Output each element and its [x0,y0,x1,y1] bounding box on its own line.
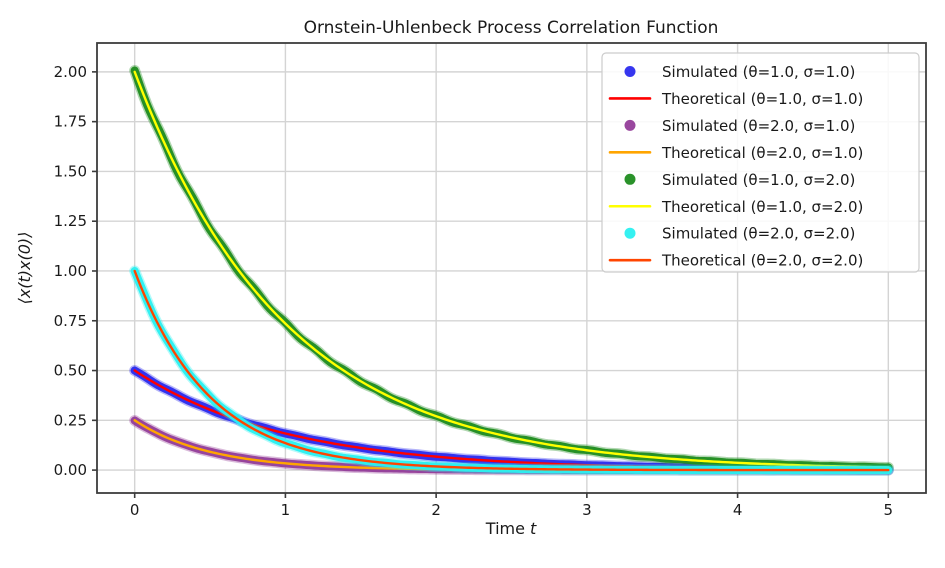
series-theoretical-line [133,70,890,469]
legend-label: Simulated (θ=1.0, σ=1.0) [662,63,855,81]
axes-frame [96,42,927,494]
x-axis-label-symbol: t [530,519,537,538]
legend-entry: Simulated (θ=2.0, σ=2.0) [624,225,855,243]
legend-entry: Theoretical (θ=2.0, σ=1.0) [608,144,863,162]
y-tick-label: 0.50 [54,362,87,380]
legend-entry: Simulated (θ=1.0, σ=2.0) [624,171,855,189]
legend-marker-dot [624,227,636,239]
legend-label: Theoretical (θ=1.0, σ=1.0) [661,90,863,108]
legend: Simulated (θ=1.0, σ=1.0) Theoretical (θ=1… [601,52,920,273]
y-tick-label: 0.00 [54,461,87,479]
x-axis-label-text: Time [485,519,525,538]
legend-entry: Theoretical (θ=1.0, σ=2.0) [608,198,863,216]
legend-entry: Simulated (θ=2.0, σ=1.0) [624,117,855,135]
y-tick-label: 0.75 [54,312,87,330]
legend-entry: Theoretical (θ=2.0, σ=2.0) [608,252,863,270]
legend-label: Theoretical (θ=2.0, σ=2.0) [661,252,863,270]
tick-layer [92,71,890,498]
y-axis-label: ⟨x(t)x(0)⟩ [15,232,34,305]
series-theoretical-line [133,269,890,472]
y-tick-label: 2.00 [54,63,87,81]
x-axis-label: Time t [485,519,537,538]
legend-marker-dot [624,119,636,131]
legend-marker-dot [624,66,636,77]
chart-title: Ornstein-Uhlenbeck Process Correlation F… [304,18,719,38]
legend-label: Simulated (θ=2.0, σ=1.0) [662,117,855,135]
legend-label: Simulated (θ=2.0, σ=2.0) [662,225,855,243]
x-tick-label: 1 [281,501,291,519]
legend-entry: Theoretical (θ=1.0, σ=1.0) [608,90,863,108]
y-tick-label: 0.25 [54,411,87,429]
x-tick-label: 4 [733,501,743,519]
legend-label: Theoretical (θ=1.0, σ=2.0) [661,198,863,216]
x-tick-label: 0 [130,501,140,519]
legend-label: Simulated (θ=1.0, σ=2.0) [662,171,855,189]
legend-marker-dot [624,173,636,185]
series-layer [129,65,894,476]
y-tick-label: 1.75 [54,113,87,131]
y-tick-label: 1.50 [54,162,87,180]
x-tick-label: 5 [884,501,894,519]
legend-label: Theoretical (θ=2.0, σ=1.0) [661,144,863,162]
x-tick-label: 3 [582,501,592,519]
legend-entry: Simulated (θ=1.0, σ=1.0) [624,63,855,81]
y-tick-label: 1.25 [54,212,87,230]
x-tick-label: 2 [431,501,441,519]
tick-label-layer: 0 1 2 3 4 5 0.00 0.25 0.50 0.75 1.00 1.25 1.50 1.75 2.… [54,63,893,519]
y-tick-label: 1.00 [54,262,87,280]
legend-box [601,52,920,273]
